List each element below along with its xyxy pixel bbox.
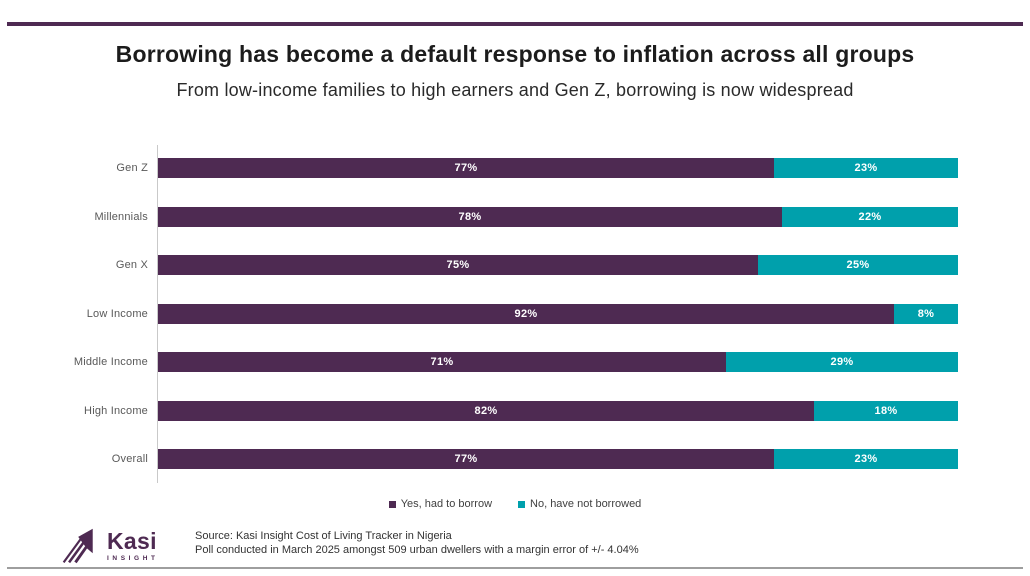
bar-segment-yes-had-to-borrow: 78%: [158, 206, 782, 227]
bar-segment-yes-had-to-borrow: 71%: [158, 352, 726, 372]
bar-segment-yes-had-to-borrow: 75%: [158, 255, 758, 275]
legend-label: Yes, had to borrow: [400, 498, 493, 510]
bar-value-label: 23%: [854, 453, 878, 465]
bar-segment-no-have-not-borrowed: 22%: [782, 206, 958, 227]
bar-row: Low Income 92% 8%: [0, 303, 1030, 324]
bar-value-label: 75%: [446, 259, 470, 271]
bar-value-label: 77%: [454, 453, 478, 465]
category-label: High Income: [84, 404, 148, 417]
stacked-bar-chart: Gen Z 77% 23% Millennials 78% 22% Gen X 75% 25% L…: [0, 145, 1030, 483]
bottom-rule: [7, 567, 1023, 569]
bar-row: Gen X 75% 25%: [0, 255, 1030, 275]
bar-track: 71% 29%: [158, 352, 958, 372]
bar-value-label: 23%: [854, 162, 878, 174]
bar-track: 77% 23%: [158, 449, 958, 469]
kasi-logo-text: Kasi INSIGHT: [107, 527, 159, 563]
bar-row: Middle Income 71% 29%: [0, 352, 1030, 372]
source-note: Source: Kasi Insight Cost of Living Trac…: [195, 530, 639, 557]
legend-swatch-icon: [388, 500, 396, 508]
bar-row: Gen Z 77% 23%: [0, 158, 1030, 178]
bar-row: High Income 82% 18%: [0, 400, 1030, 421]
category-label: Overall: [111, 453, 148, 465]
source-line-2: Poll conducted in March 2025 amongst 509…: [195, 543, 639, 556]
legend-item: Yes, had to borrow: [388, 498, 493, 510]
bar-value-label: 82%: [474, 404, 498, 417]
kasi-logo-subname: INSIGHT: [107, 554, 159, 562]
bar-value-label: 8%: [917, 307, 935, 320]
bar-segment-yes-had-to-borrow: 82%: [158, 400, 814, 421]
bar-value-label: 22%: [858, 210, 882, 223]
y-axis-line: [157, 145, 158, 483]
bar-segment-no-have-not-borrowed: 25%: [758, 255, 958, 275]
category-label: Millennials: [94, 210, 148, 223]
bar-value-label: 29%: [830, 356, 854, 368]
bar-segment-no-have-not-borrowed: 23%: [774, 449, 958, 469]
bar-value-label: 78%: [458, 210, 482, 223]
kasi-insight-logo: Kasi INSIGHT: [60, 526, 159, 566]
bar-segment-yes-had-to-borrow: 77%: [158, 449, 774, 469]
legend-swatch-icon: [518, 500, 526, 508]
page-title: Borrowing has become a default response …: [115, 41, 915, 67]
source-line-1: Source: Kasi Insight Cost of Living Trac…: [195, 530, 452, 542]
bar-value-label: 71%: [430, 356, 454, 368]
category-label: Middle Income: [73, 356, 148, 368]
bar-track: 92% 8%: [158, 303, 958, 324]
bar-segment-no-have-not-borrowed: 23%: [774, 158, 958, 178]
bar-track: 82% 18%: [158, 400, 958, 421]
bar-value-label: 77%: [454, 162, 478, 174]
bar-value-label: 92%: [514, 307, 538, 320]
bar-segment-yes-had-to-borrow: 92%: [158, 303, 894, 324]
bar-rows: Gen Z 77% 23% Millennials 78% 22% Gen X 75% 25% L…: [0, 158, 1030, 469]
bar-segment-no-have-not-borrowed: 8%: [894, 303, 958, 324]
bar-segment-no-have-not-borrowed: 29%: [726, 352, 958, 372]
category-label: Low Income: [86, 307, 148, 320]
bar-segment-yes-had-to-borrow: 77%: [158, 158, 774, 178]
chart-legend: Yes, had to borrow No, have not borrowed: [0, 497, 1030, 511]
category-label: Gen X: [115, 259, 148, 271]
category-label: Gen Z: [116, 162, 148, 174]
top-accent-rule: [7, 22, 1023, 26]
bar-track: 75% 25%: [158, 255, 958, 275]
kasi-logo-arrow-icon: [62, 528, 93, 564]
legend-label: No, have not borrowed: [530, 498, 642, 510]
kasi-logo-name: Kasi: [107, 527, 157, 554]
page-subtitle: From low-income families to high earners…: [176, 80, 854, 100]
bar-value-label: 25%: [846, 259, 870, 271]
bar-track: 77% 23%: [158, 158, 958, 178]
bar-row: Millennials 78% 22%: [0, 206, 1030, 227]
bar-value-label: 18%: [874, 404, 898, 417]
bar-segment-no-have-not-borrowed: 18%: [814, 400, 958, 421]
bar-track: 78% 22%: [158, 206, 958, 227]
bar-row: Overall 77% 23%: [0, 449, 1030, 469]
legend-item: No, have not borrowed: [518, 498, 641, 510]
